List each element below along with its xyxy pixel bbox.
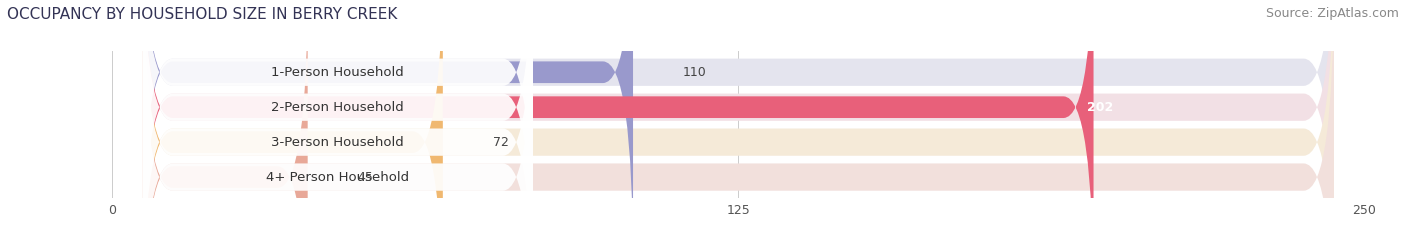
FancyBboxPatch shape <box>142 0 1334 233</box>
Text: OCCUPANCY BY HOUSEHOLD SIZE IN BERRY CREEK: OCCUPANCY BY HOUSEHOLD SIZE IN BERRY CRE… <box>7 7 398 22</box>
FancyBboxPatch shape <box>142 0 308 233</box>
Text: 1-Person Household: 1-Person Household <box>271 66 404 79</box>
FancyBboxPatch shape <box>142 0 533 233</box>
FancyBboxPatch shape <box>142 0 533 233</box>
Text: 4+ Person Household: 4+ Person Household <box>266 171 409 184</box>
FancyBboxPatch shape <box>142 0 1334 233</box>
FancyBboxPatch shape <box>142 0 533 233</box>
Text: Source: ZipAtlas.com: Source: ZipAtlas.com <box>1265 7 1399 20</box>
Text: 110: 110 <box>683 66 707 79</box>
Text: 2-Person Household: 2-Person Household <box>271 101 404 114</box>
FancyBboxPatch shape <box>142 0 1334 233</box>
Text: 72: 72 <box>494 136 509 149</box>
Text: 202: 202 <box>1087 101 1114 114</box>
Text: 3-Person Household: 3-Person Household <box>271 136 404 149</box>
FancyBboxPatch shape <box>142 0 1334 233</box>
FancyBboxPatch shape <box>142 0 533 233</box>
FancyBboxPatch shape <box>142 0 1094 233</box>
FancyBboxPatch shape <box>142 0 633 233</box>
FancyBboxPatch shape <box>142 0 443 233</box>
Text: 45: 45 <box>357 171 374 184</box>
